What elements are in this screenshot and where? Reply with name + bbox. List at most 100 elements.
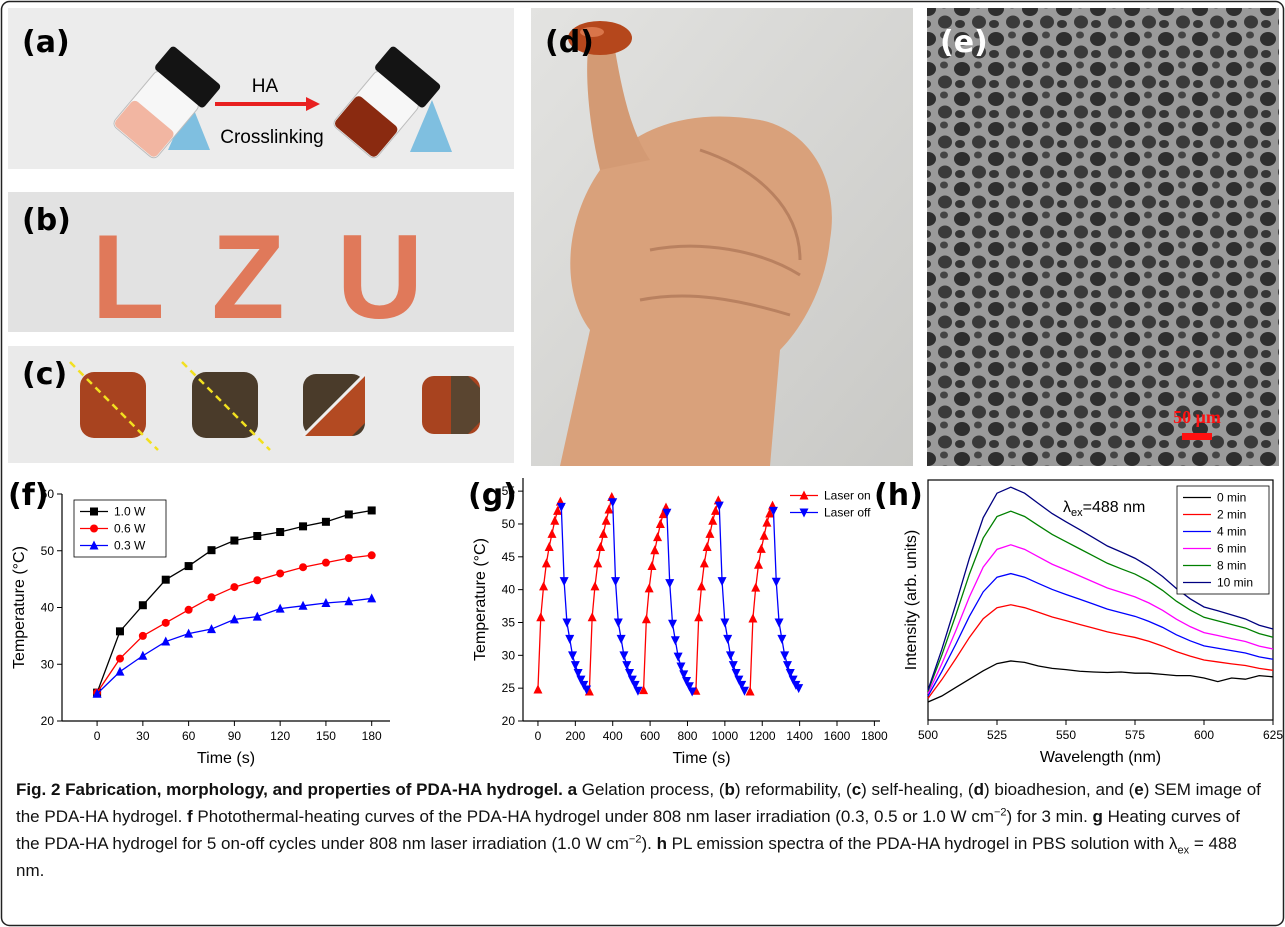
panel-label: (d): [545, 25, 594, 60]
caption-run: d: [974, 780, 984, 799]
marker: [751, 583, 760, 592]
caption-run: b: [724, 780, 734, 799]
caption-run: ) reformability, (: [735, 780, 852, 799]
panel-label: (a): [22, 25, 70, 60]
marker: [777, 635, 786, 644]
caption-run: Photothermal-heating curves of the PDA-H…: [193, 807, 994, 826]
legend-label: 0.6 W: [114, 522, 146, 536]
marker: [138, 651, 147, 660]
marker: [708, 516, 717, 525]
marker: [185, 562, 193, 570]
marker: [345, 510, 353, 518]
page: {"panels": { "a": {"label": "(a)", "arro…: [0, 0, 1285, 927]
y-tick-label: 30: [41, 657, 55, 671]
marker: [762, 518, 771, 527]
marker: [697, 581, 706, 590]
panel-label: (e): [940, 25, 988, 60]
x-tick-label: 1600: [824, 729, 851, 743]
marker: [760, 531, 769, 540]
panel-label: (h): [874, 478, 923, 513]
marker: [653, 532, 662, 541]
photo-b: L Z U (b): [8, 192, 514, 344]
annotation-part: λ: [1063, 499, 1071, 516]
marker: [748, 614, 757, 623]
marker: [368, 551, 376, 559]
marker: [368, 506, 376, 514]
marker: [588, 612, 597, 621]
x-tick-label: 180: [362, 729, 382, 743]
x-tick-label: 575: [1125, 728, 1145, 742]
x-tick-label: 1200: [749, 729, 776, 743]
x-tick-label: 90: [228, 729, 242, 743]
marker: [718, 577, 727, 586]
x-axis-label: Wavelength (nm): [1040, 749, 1161, 766]
marker: [775, 618, 784, 627]
caption-run: ) self-healing, (: [861, 780, 973, 799]
y-tick-label: 40: [502, 583, 516, 597]
photo-d: (d): [531, 8, 913, 466]
caption-run: a: [568, 780, 577, 799]
panel-label: (c): [22, 357, 67, 392]
caption-run: c: [852, 780, 861, 799]
x-tick-label: 525: [987, 728, 1007, 742]
marker: [139, 601, 147, 609]
marker: [230, 583, 238, 591]
marker: [253, 532, 261, 540]
caption: Fig. 2 Fabrication, morphology, and prop…: [16, 776, 1268, 884]
x-tick-label: 150: [316, 729, 336, 743]
caption-run: Fig. 2 Fabrication, morphology, and prop…: [16, 780, 563, 799]
marker: [139, 632, 147, 640]
legend-label: 0 min: [1217, 491, 1246, 505]
marker: [547, 529, 556, 538]
marker: [322, 559, 330, 567]
marker: [674, 653, 683, 662]
marker: [729, 661, 738, 670]
marker: [276, 528, 284, 536]
marker: [617, 635, 626, 644]
marker: [650, 545, 659, 554]
x-tick-label: 625: [1263, 728, 1283, 742]
marker: [694, 612, 703, 621]
sem-image: [927, 8, 1279, 466]
marker: [116, 655, 124, 663]
x-tick-label: 0: [94, 729, 101, 743]
marker: [642, 614, 651, 623]
x-axis-label: Time (s): [672, 750, 730, 767]
x-tick-label: 1800: [861, 729, 888, 743]
y-tick-label: 35: [502, 615, 516, 629]
photo-a: HA Crosslinking (a): [8, 8, 514, 169]
marker: [571, 661, 580, 670]
x-tick-label: 800: [677, 729, 697, 743]
gel-letter: Z: [211, 210, 284, 344]
caption-run: g: [1093, 807, 1103, 826]
caption-run: ).: [641, 834, 656, 853]
marker: [162, 576, 170, 584]
legend-label: 8 min: [1217, 559, 1246, 573]
marker: [185, 606, 193, 614]
y-axis-label: Intensity (arb. units): [903, 530, 920, 671]
marker: [622, 661, 631, 670]
marker: [253, 576, 261, 584]
legend-label: Laser on: [824, 489, 871, 503]
marker: [590, 581, 599, 590]
x-tick-label: 1400: [786, 729, 813, 743]
annotation-part: ex: [1071, 507, 1083, 519]
marker: [665, 579, 674, 588]
marker: [645, 583, 654, 592]
gel-letter: U: [337, 210, 424, 344]
marker: [90, 525, 98, 533]
x-axis-label: Time (s): [197, 750, 255, 767]
legend-label: 1.0 W: [114, 505, 146, 519]
photo-c: (c): [8, 346, 514, 463]
marker: [705, 529, 714, 538]
y-tick-label: 30: [502, 648, 516, 662]
annotation-part: =488 nm: [1083, 499, 1146, 516]
series-line: [928, 661, 1273, 702]
series-line: [97, 598, 372, 693]
marker: [207, 624, 216, 633]
caption-run: ) for 3 min.: [1007, 807, 1093, 826]
marker: [542, 558, 551, 567]
marker: [783, 661, 792, 670]
x-tick-label: 600: [640, 729, 660, 743]
y-tick-label: 25: [502, 681, 516, 695]
